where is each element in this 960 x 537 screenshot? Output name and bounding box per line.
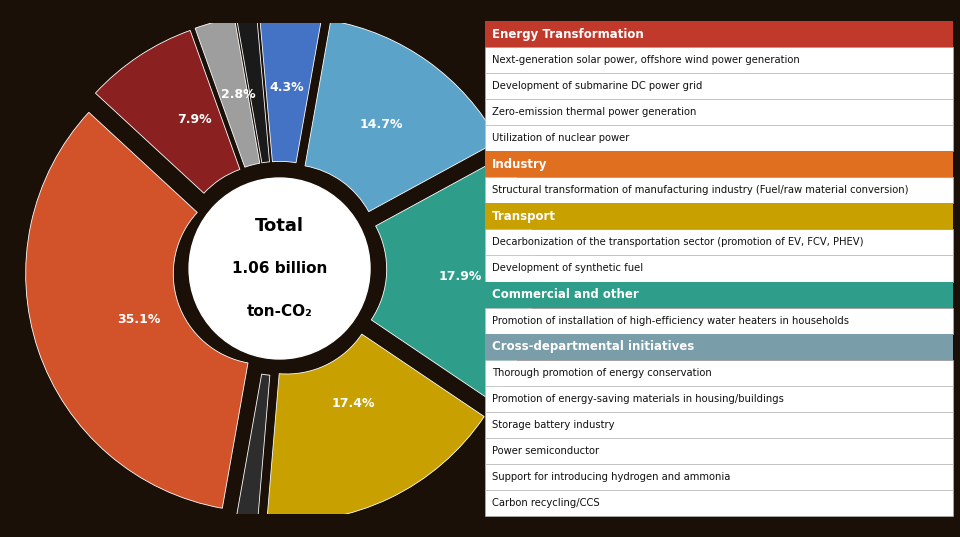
FancyBboxPatch shape (485, 47, 953, 74)
Text: 2.8%: 2.8% (222, 88, 256, 100)
Text: Energy Transformation: Energy Transformation (492, 28, 643, 41)
FancyBboxPatch shape (485, 463, 953, 490)
Text: 17.9%: 17.9% (439, 270, 482, 282)
Text: Development of submarine DC power grid: Development of submarine DC power grid (492, 82, 702, 91)
FancyBboxPatch shape (485, 411, 953, 438)
Text: Support for introducing hydrogen and ammonia: Support for introducing hydrogen and amm… (492, 471, 731, 482)
Text: 4.3%: 4.3% (270, 81, 304, 95)
Text: Development of synthetic fuel: Development of synthetic fuel (492, 264, 643, 273)
FancyBboxPatch shape (485, 256, 953, 281)
Text: Total: Total (255, 216, 304, 235)
Circle shape (189, 178, 370, 359)
Wedge shape (195, 18, 260, 167)
Text: Commercial and other: Commercial and other (492, 288, 638, 301)
Text: 17.4%: 17.4% (332, 396, 375, 410)
FancyBboxPatch shape (485, 126, 953, 151)
FancyBboxPatch shape (485, 359, 953, 386)
FancyBboxPatch shape (485, 74, 953, 99)
Text: Next-generation solar power, offshore wind power generation: Next-generation solar power, offshore wi… (492, 55, 800, 66)
FancyBboxPatch shape (485, 21, 953, 47)
FancyBboxPatch shape (485, 151, 953, 178)
FancyBboxPatch shape (485, 281, 953, 308)
Wedge shape (26, 112, 248, 508)
FancyBboxPatch shape (485, 99, 953, 126)
FancyBboxPatch shape (485, 178, 953, 204)
Text: 14.7%: 14.7% (359, 118, 403, 130)
Text: Promotion of energy-saving materials in housing/buildings: Promotion of energy-saving materials in … (492, 394, 783, 403)
Wedge shape (305, 20, 498, 212)
Text: Cross-departmental initiatives: Cross-departmental initiatives (492, 340, 694, 353)
Text: 1.06 billion: 1.06 billion (232, 261, 327, 276)
Text: Utilization of nuclear power: Utilization of nuclear power (492, 134, 629, 143)
Wedge shape (236, 15, 270, 163)
FancyBboxPatch shape (485, 386, 953, 411)
Text: Carbon recycling/CCS: Carbon recycling/CCS (492, 497, 599, 507)
Text: ton-CO₂: ton-CO₂ (247, 304, 312, 319)
Text: 35.1%: 35.1% (117, 313, 160, 326)
Text: Thorough promotion of energy conservation: Thorough promotion of energy conservatio… (492, 367, 711, 378)
Wedge shape (372, 155, 535, 402)
Text: Structural transformation of manufacturing industry (Fuel/raw material conversio: Structural transformation of manufacturi… (492, 185, 908, 195)
Text: Promotion of installation of high-efficiency water heaters in households: Promotion of installation of high-effici… (492, 316, 849, 325)
FancyBboxPatch shape (485, 333, 953, 359)
Text: Zero-emission thermal power generation: Zero-emission thermal power generation (492, 107, 696, 118)
Text: Storage battery industry: Storage battery industry (492, 419, 614, 430)
Text: Power semiconductor: Power semiconductor (492, 446, 599, 455)
FancyBboxPatch shape (485, 490, 953, 516)
FancyBboxPatch shape (485, 204, 953, 229)
Wedge shape (267, 334, 484, 521)
FancyBboxPatch shape (485, 308, 953, 333)
Text: Decarbonization of the transportation sector (promotion of EV, FCV, PHEV): Decarbonization of the transportation se… (492, 237, 863, 248)
Text: Transport: Transport (492, 210, 556, 223)
FancyBboxPatch shape (485, 229, 953, 256)
Text: Industry: Industry (492, 158, 547, 171)
Wedge shape (95, 31, 240, 193)
Wedge shape (236, 374, 270, 523)
Wedge shape (259, 14, 322, 163)
Text: 7.9%: 7.9% (177, 113, 211, 126)
FancyBboxPatch shape (485, 438, 953, 463)
